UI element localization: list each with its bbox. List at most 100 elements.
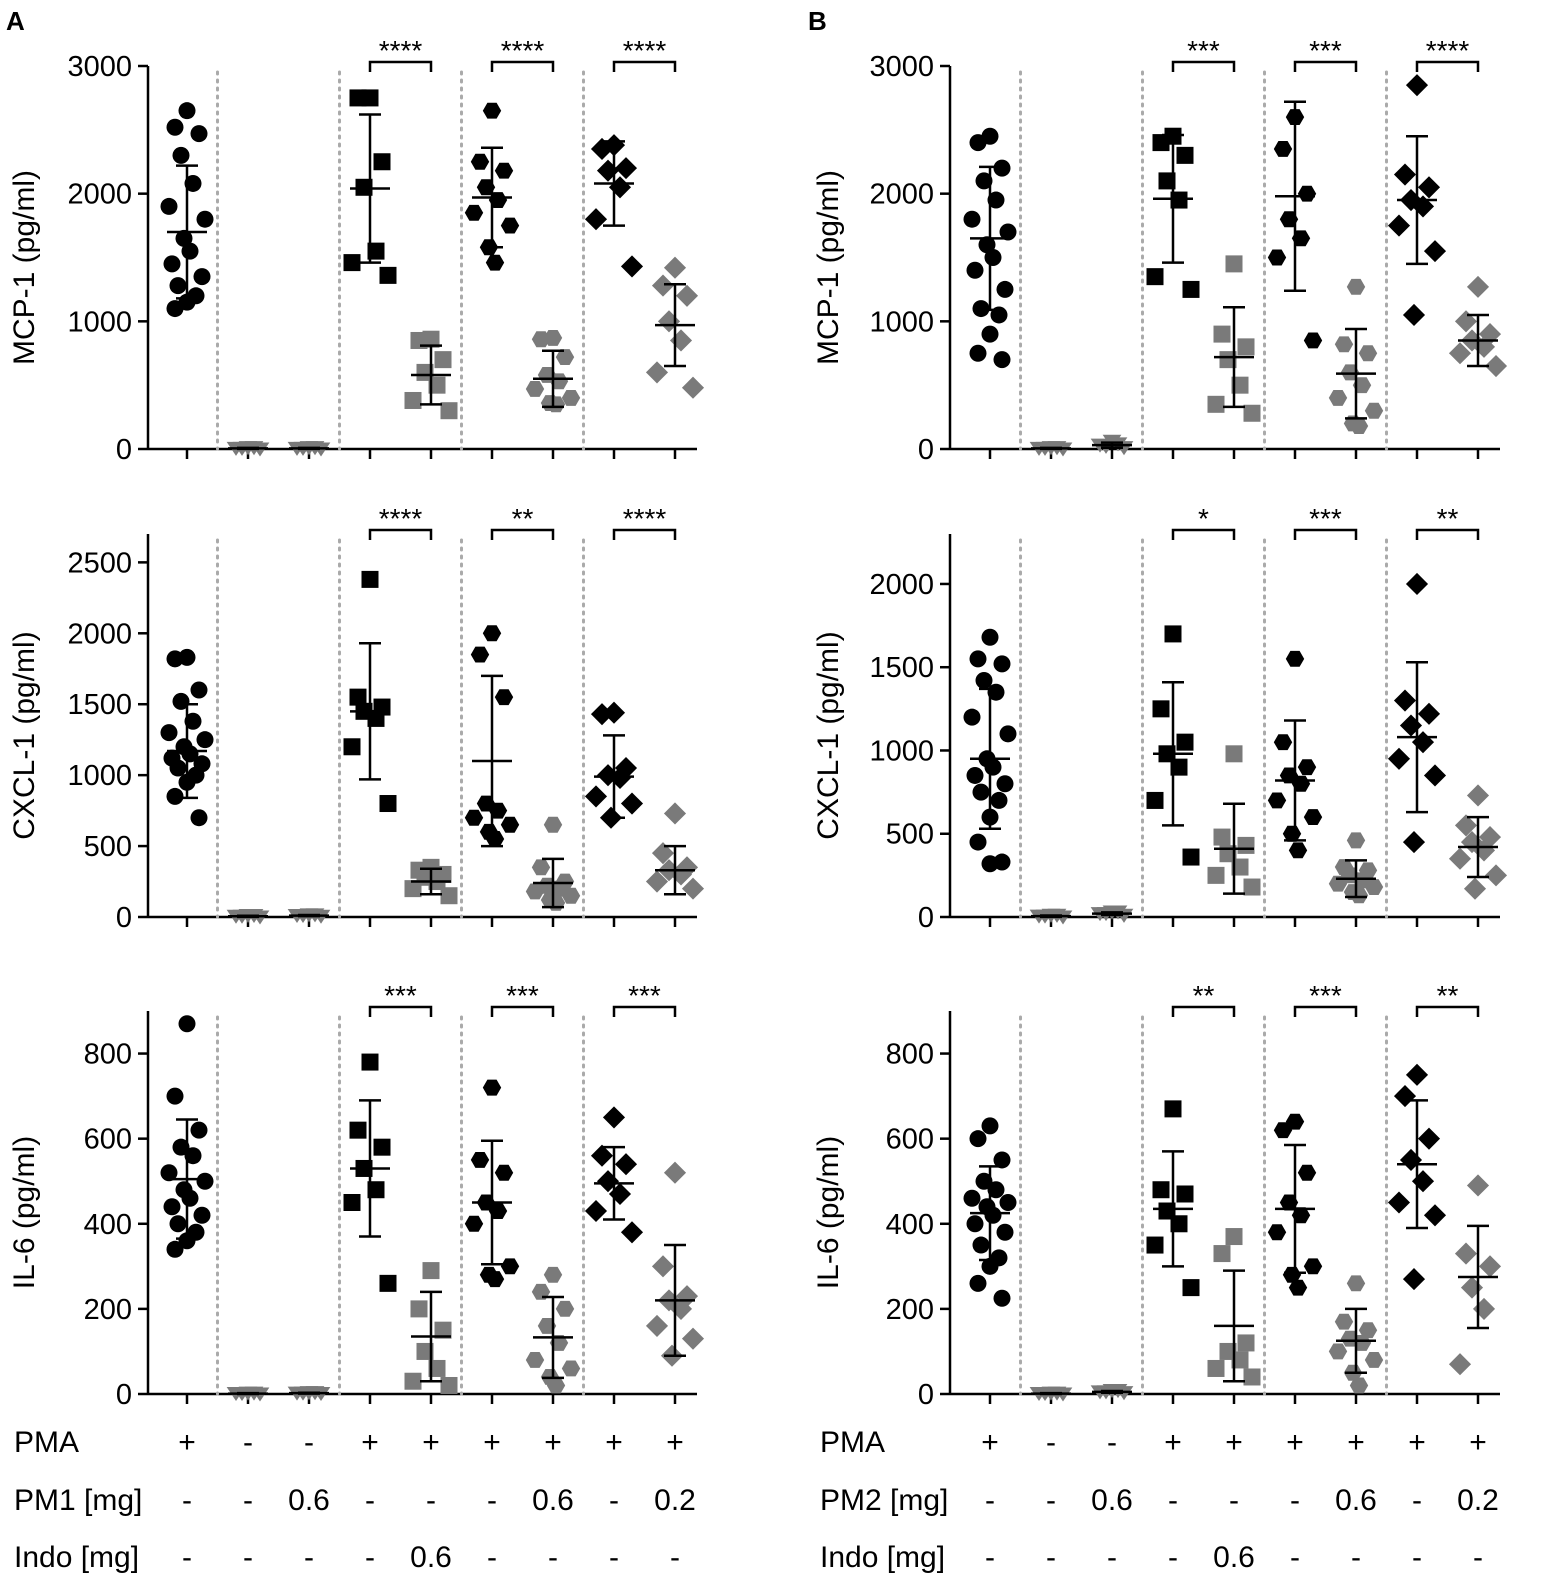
group-8	[584, 1106, 644, 1244]
data-point	[434, 1321, 452, 1339]
chart-a-1: 0 1000 2000 3000 MCP-1 (pg/ml) **** **** ****	[8, 35, 705, 466]
data-point	[549, 373, 569, 390]
data-point	[645, 870, 669, 893]
data-point	[169, 1215, 187, 1233]
treatment-label-1: PM2 [mg]	[820, 1484, 948, 1517]
y-tick-label: 400	[886, 1209, 934, 1241]
data-point	[996, 280, 1014, 298]
data-point	[428, 1359, 446, 1377]
treatment-value: +	[666, 1426, 684, 1459]
significance-bracket: **	[490, 503, 555, 540]
data-point	[645, 1314, 669, 1337]
data-point	[1231, 376, 1249, 394]
group-3	[287, 1386, 331, 1402]
data-point	[166, 1087, 184, 1105]
bracket-line	[1293, 1005, 1358, 1017]
group-3	[1090, 1384, 1134, 1401]
y-tick-label: 0	[116, 434, 132, 466]
data-point	[1282, 825, 1302, 842]
data-point	[966, 1215, 984, 1233]
significance-label: ***	[1309, 980, 1342, 1011]
data-point	[172, 692, 190, 710]
data-point	[614, 1153, 638, 1176]
group-3	[1090, 905, 1134, 923]
data-point	[602, 1106, 626, 1129]
data-point	[488, 192, 508, 208]
data-point	[975, 1172, 993, 1190]
data-point	[984, 1206, 1002, 1224]
data-point	[1466, 1174, 1490, 1197]
data-point	[620, 255, 644, 278]
group-7	[525, 816, 581, 911]
treatment-label-2: Indo [mg]	[820, 1541, 945, 1574]
data-point	[500, 217, 520, 234]
data-point	[1472, 1297, 1496, 1320]
data-point	[1328, 1343, 1348, 1360]
data-point	[184, 174, 202, 192]
data-point	[1346, 832, 1366, 849]
group-3	[287, 441, 331, 457]
y-tick-label: 2000	[67, 618, 132, 650]
data-point	[1484, 354, 1508, 378]
data-point	[178, 102, 196, 120]
data-point	[160, 724, 178, 742]
data-point	[1182, 1279, 1200, 1297]
bracket-line	[1415, 60, 1480, 72]
data-point	[969, 1274, 987, 1292]
bracket-line	[1171, 60, 1236, 72]
group-5	[404, 858, 458, 905]
bracket-line	[490, 528, 555, 540]
y-tick-label: 2000	[869, 179, 934, 211]
data-point	[440, 402, 458, 420]
treatment-label-1: PM1 [mg]	[14, 1484, 142, 1517]
group-1	[963, 1117, 1017, 1307]
data-point	[1364, 1352, 1384, 1368]
data-point	[500, 1258, 520, 1275]
data-point	[470, 1152, 490, 1168]
data-point	[190, 1121, 208, 1139]
data-point	[969, 344, 987, 362]
data-point	[1164, 625, 1182, 643]
data-point	[1152, 134, 1170, 152]
group-1	[160, 648, 214, 827]
significance-bracket: ***	[368, 980, 433, 1017]
data-point	[1448, 342, 1472, 365]
data-point	[1352, 1335, 1372, 1351]
data-point	[1303, 332, 1323, 349]
data-point	[963, 708, 981, 726]
bracket-line	[1415, 1005, 1480, 1017]
treatment-value: -	[487, 1541, 497, 1574]
data-point	[651, 1255, 675, 1278]
data-point	[1237, 1334, 1255, 1352]
data-point	[537, 1318, 557, 1334]
data-point	[172, 146, 190, 164]
significance-bracket: ****	[612, 35, 677, 72]
significance-bracket: **	[1415, 980, 1480, 1017]
treatment-value: +	[1408, 1426, 1426, 1459]
data-point	[969, 134, 987, 152]
treatment-value: -	[1168, 1484, 1178, 1517]
data-point	[1402, 831, 1426, 854]
y-tick-label: 200	[886, 1294, 934, 1326]
data-point	[1334, 1313, 1354, 1330]
data-point	[349, 688, 367, 706]
significance-bracket: ***	[1293, 980, 1358, 1017]
treatment-value: -	[243, 1541, 253, 1574]
treatment-value: -	[548, 1541, 558, 1574]
data-point	[975, 672, 993, 690]
y-axis-label: IL-6 (pg/ml)	[812, 1136, 845, 1289]
bracket-line	[368, 528, 433, 540]
data-point	[482, 625, 502, 642]
data-point	[169, 277, 187, 295]
bracket-line	[490, 1005, 555, 1017]
data-point	[494, 162, 514, 179]
data-point	[993, 1151, 1011, 1169]
y-tick-label: 600	[84, 1124, 132, 1156]
treatment-value: 0.6	[532, 1484, 574, 1517]
data-point	[1170, 191, 1188, 209]
data-point	[1182, 280, 1200, 298]
group-9	[645, 802, 705, 900]
y-tick-label: 1000	[869, 735, 934, 767]
significance-label: ****	[501, 35, 545, 66]
